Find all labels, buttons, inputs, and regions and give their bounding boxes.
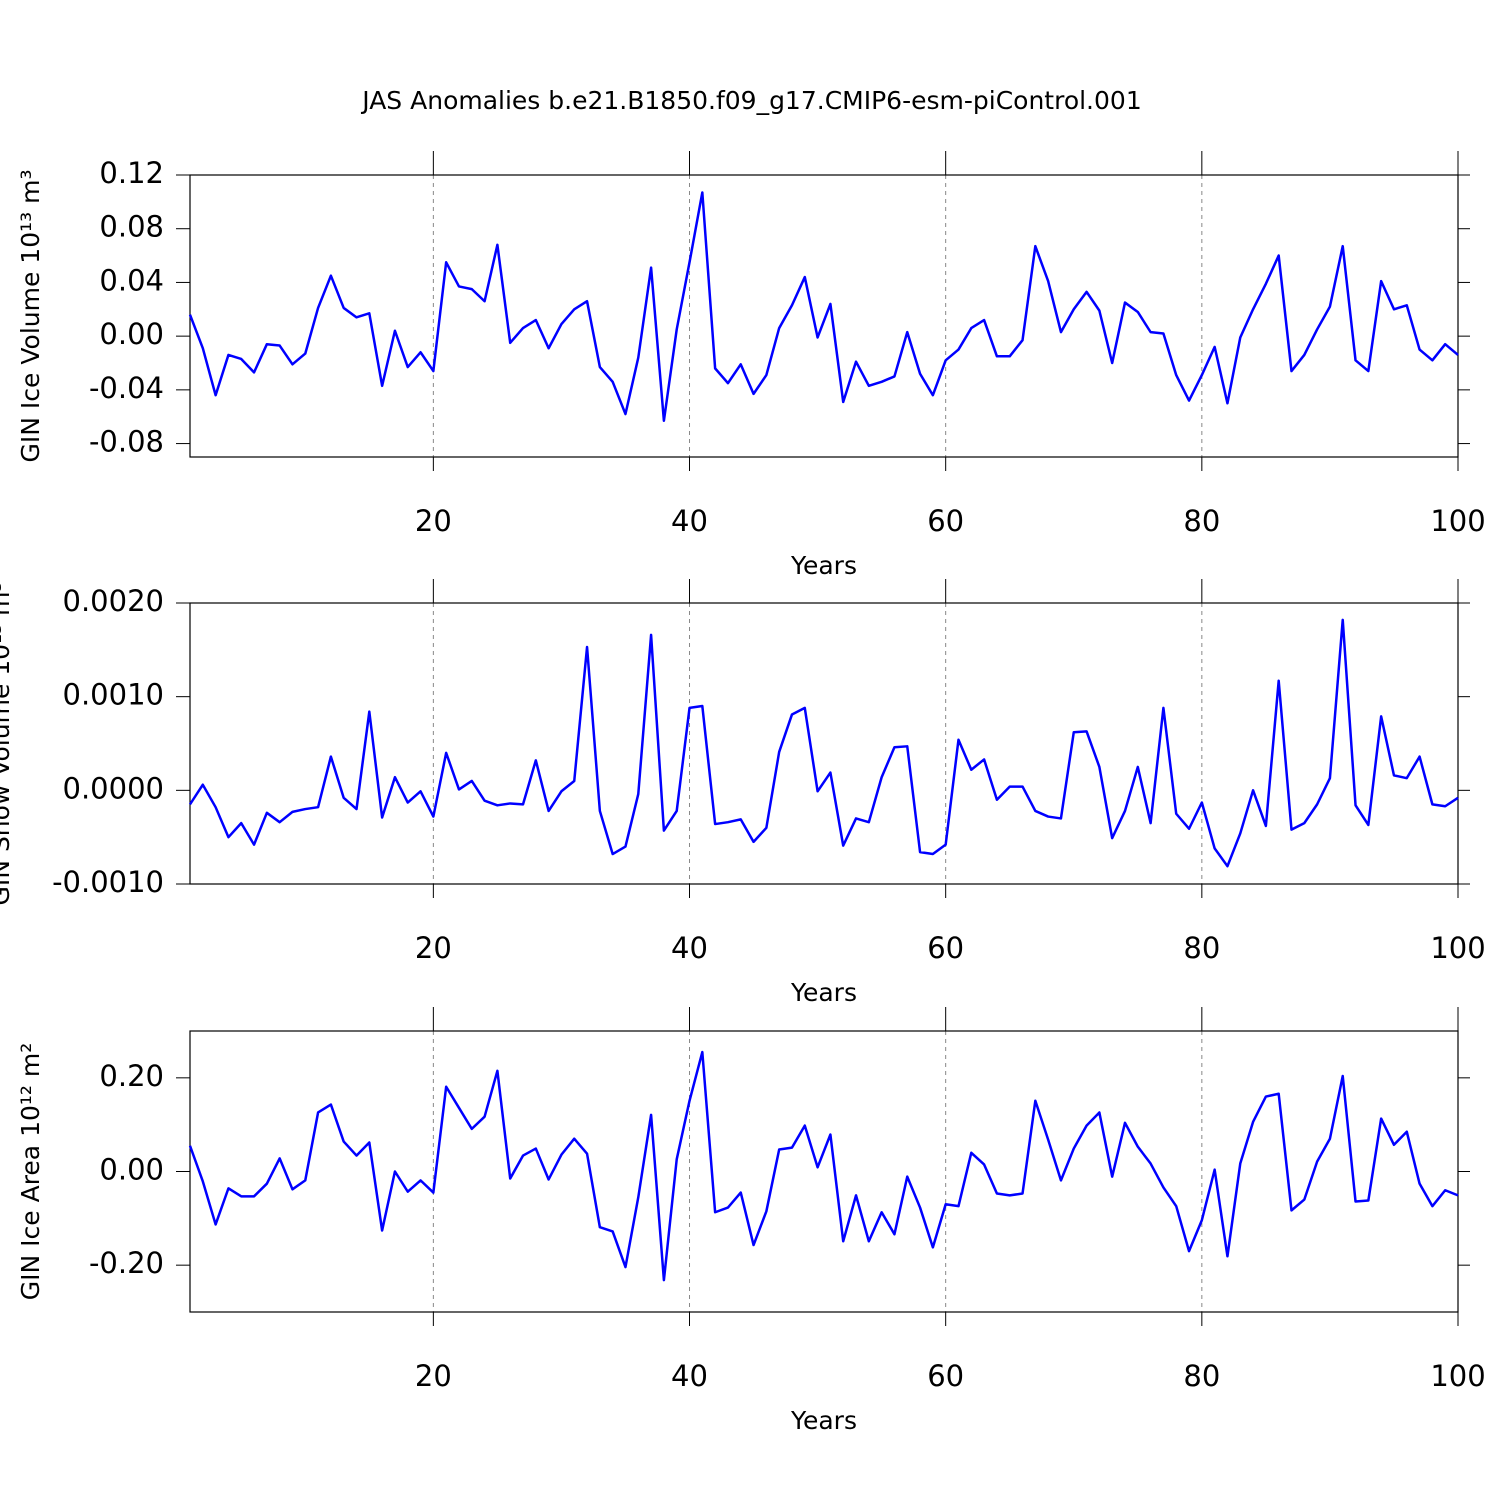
plot-frame [189, 174, 1459, 458]
y-tick-label: 0.04 [99, 263, 164, 297]
plot-frame [189, 1030, 1459, 1313]
y-axis-label: GIN Snow Volume 10¹³ m³ [0, 582, 15, 906]
x-tick-label: 40 [671, 504, 708, 538]
x-tick-label: 80 [1183, 504, 1220, 538]
x-tick-label: 20 [415, 504, 452, 538]
y-tick-label: 0.08 [99, 210, 164, 244]
y-tick-label: -0.04 [89, 371, 164, 405]
y-tick-label: 0.0010 [63, 678, 164, 712]
chart-title: JAS Anomalies b.e21.B1850.f09_g17.CMIP6-… [360, 86, 1141, 115]
x-tick-label: 100 [1430, 504, 1485, 538]
data-line [188, 618, 1459, 868]
y-axis-label: GIN Ice Area 10¹² m² [16, 1043, 45, 1301]
y-tick-label: 0.00 [99, 1153, 164, 1187]
y-tick-label: 0.20 [99, 1059, 164, 1093]
x-tick-label: 100 [1430, 1359, 1485, 1393]
plot-frame [189, 602, 1459, 885]
data-line [188, 191, 1459, 422]
x-tick-label: 60 [927, 931, 964, 965]
x-tick-label: 80 [1183, 1359, 1220, 1393]
x-axis-label: Years [790, 551, 857, 580]
x-tick-label: 100 [1430, 931, 1485, 965]
y-tick-label: 0.0020 [63, 584, 164, 618]
x-tick-label: 60 [927, 504, 964, 538]
y-tick-label: -0.0010 [52, 865, 164, 899]
y-tick-label: 0.00 [99, 317, 164, 351]
y-tick-label: 0.0000 [63, 771, 164, 805]
x-tick-label: 80 [1183, 931, 1220, 965]
y-tick-label: -0.20 [89, 1246, 164, 1280]
y-tick-label: 0.12 [99, 156, 164, 190]
x-tick-label: 20 [415, 931, 452, 965]
y-tick-label: -0.08 [89, 425, 164, 459]
x-axis-label: Years [790, 978, 857, 1007]
x-tick-label: 40 [671, 1359, 708, 1393]
y-axis-label: GIN Ice Volume 10¹³ m³ [16, 170, 45, 463]
x-tick-label: 60 [927, 1359, 964, 1393]
x-tick-label: 40 [671, 931, 708, 965]
data-line [188, 1050, 1459, 1282]
x-tick-label: 20 [415, 1359, 452, 1393]
x-axis-label: Years [790, 1406, 857, 1435]
